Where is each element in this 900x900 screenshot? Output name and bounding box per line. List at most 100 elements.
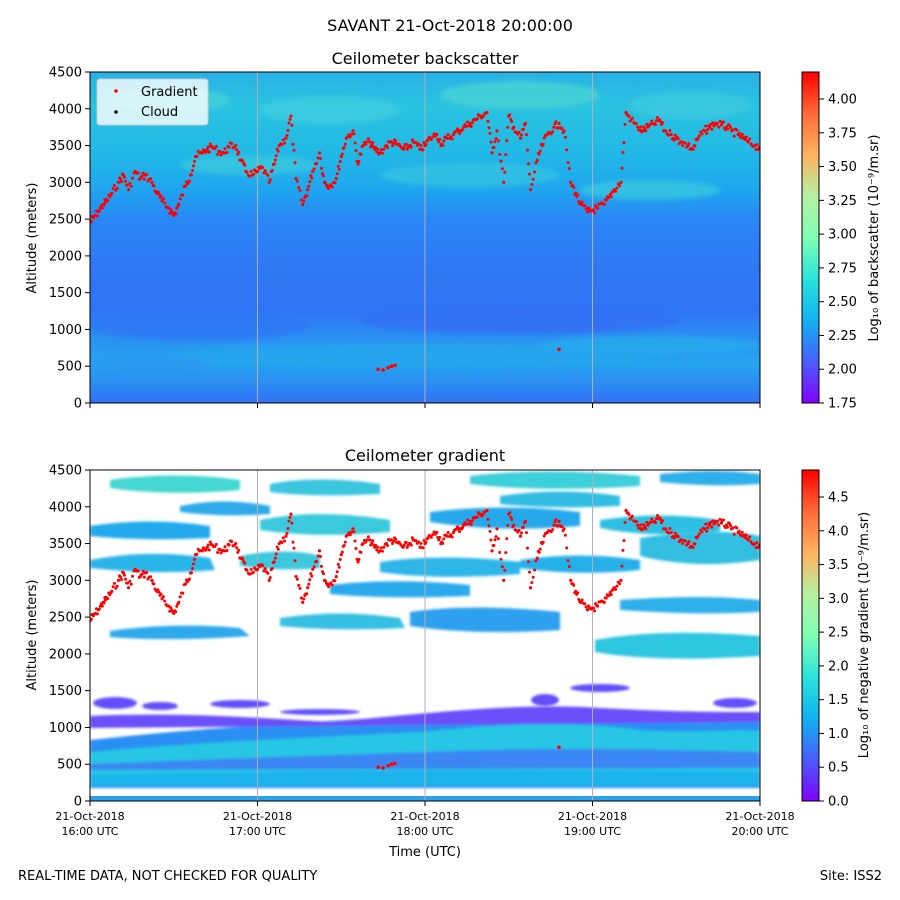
gradient-point bbox=[175, 604, 179, 608]
gradient-point bbox=[376, 545, 380, 549]
gradient-point bbox=[128, 579, 132, 583]
gradient-point bbox=[487, 126, 491, 130]
gradient-point bbox=[214, 144, 218, 148]
gradient-point bbox=[673, 133, 677, 137]
gradient-point bbox=[267, 578, 271, 582]
gradient-point bbox=[376, 147, 380, 151]
gradient-point bbox=[276, 149, 280, 153]
gradient-point bbox=[379, 148, 383, 152]
gradient-point bbox=[354, 148, 358, 152]
gradient-point bbox=[414, 539, 418, 543]
gradient-point bbox=[115, 584, 119, 588]
gradient-point bbox=[721, 518, 725, 522]
gradient-point bbox=[339, 552, 343, 557]
figure-suptitle: SAVANT 21-Oct-2018 20:00:00 bbox=[327, 16, 573, 35]
gradient-point bbox=[339, 154, 343, 159]
ytick-label: 3500 bbox=[49, 139, 82, 154]
gradient-point bbox=[334, 575, 338, 579]
gradient-point bbox=[735, 128, 739, 132]
gradient-point bbox=[397, 142, 401, 146]
gradient-point bbox=[389, 762, 394, 767]
gradient-colorbar-ticks: 0.0 0.5 1.0 1.5 2.0 2.5 3.0 3.5 4.0 4.5 bbox=[819, 491, 849, 810]
gradient-point bbox=[712, 522, 716, 526]
gradient-point bbox=[357, 160, 361, 164]
gradient-point bbox=[152, 184, 156, 188]
gradient-point bbox=[461, 125, 466, 129]
gradient-point bbox=[183, 582, 188, 586]
gradient-point bbox=[119, 578, 123, 582]
gradient-point bbox=[579, 600, 583, 605]
colorbar-tick-label: 3.75 bbox=[828, 126, 857, 141]
gradient-point bbox=[494, 535, 498, 539]
gradient-point bbox=[755, 541, 759, 545]
gradient-point bbox=[364, 540, 368, 544]
gradient-point bbox=[517, 130, 521, 134]
gradient-point bbox=[392, 539, 396, 543]
gradient-point bbox=[697, 532, 701, 536]
gradient-point bbox=[526, 148, 530, 152]
gradient-point bbox=[697, 134, 701, 138]
gradient-point bbox=[338, 557, 342, 561]
gradient-point bbox=[336, 164, 340, 168]
gradient-point bbox=[124, 179, 128, 183]
gradient-point bbox=[719, 123, 724, 127]
ytick-label: 2500 bbox=[49, 611, 82, 626]
gradient-point bbox=[283, 539, 287, 543]
gradient-point bbox=[338, 159, 342, 163]
gradient-point bbox=[523, 519, 528, 524]
gradient-point bbox=[235, 546, 239, 550]
gradient-point bbox=[737, 529, 741, 533]
gradient-point bbox=[673, 531, 677, 535]
gradient-point bbox=[312, 167, 316, 171]
gradient-point bbox=[106, 199, 110, 203]
gradient-point bbox=[464, 522, 468, 526]
gradient-point bbox=[708, 125, 712, 129]
backscatter-colorbar-ticks: 1.75 2.00 2.25 2.50 2.75 3.00 3.25 3.50 3.75 4.00 bbox=[819, 93, 857, 412]
gradient-point bbox=[216, 152, 220, 156]
gradient-point bbox=[272, 162, 276, 166]
gradient-point bbox=[309, 174, 313, 178]
gradient-point bbox=[169, 208, 173, 212]
gradient-point bbox=[97, 209, 101, 213]
gradient-point bbox=[161, 197, 165, 201]
gradient-point bbox=[359, 550, 363, 554]
gradient-point bbox=[159, 194, 163, 198]
gradient-point bbox=[157, 192, 161, 196]
gradient-point bbox=[641, 527, 645, 531]
gradient-point bbox=[142, 575, 146, 579]
gradient-point bbox=[330, 583, 334, 587]
gradient-title: Ceilometer gradient bbox=[345, 446, 505, 465]
gradient-point bbox=[595, 604, 600, 608]
gradient-point bbox=[118, 575, 122, 579]
gradient-point bbox=[145, 172, 149, 176]
gradient-point bbox=[157, 590, 161, 594]
gradient-point bbox=[504, 153, 508, 157]
ytick-label: 0 bbox=[74, 397, 82, 412]
gradient-point bbox=[704, 124, 708, 128]
backscatter-xticks bbox=[89, 403, 761, 408]
gradient-point bbox=[364, 142, 368, 146]
gradient-point bbox=[126, 188, 131, 192]
gradient-point bbox=[274, 154, 278, 158]
gradient-point bbox=[227, 543, 231, 547]
gradient-point bbox=[592, 606, 596, 610]
gradient-point bbox=[316, 554, 320, 558]
gradient-point bbox=[352, 530, 356, 534]
gradient-point bbox=[305, 194, 309, 198]
gradient-point bbox=[475, 117, 479, 121]
gradient-point bbox=[719, 521, 724, 525]
gradient-point bbox=[218, 547, 222, 551]
gradient-point bbox=[551, 528, 555, 532]
gradient-point bbox=[560, 126, 564, 130]
gradient-point bbox=[535, 158, 539, 162]
gradient-point bbox=[357, 558, 361, 562]
gradient-point bbox=[623, 122, 627, 126]
gradient-point bbox=[312, 565, 316, 569]
gradient-point bbox=[292, 148, 296, 152]
gradient-point bbox=[318, 156, 322, 160]
backscatter-yticks: 0 500 1000 1500 2000 2500 3000 3500 4000 4500 bbox=[49, 66, 90, 412]
colorbar-tick-label: 3.5 bbox=[828, 558, 849, 573]
gradient-point bbox=[679, 538, 683, 542]
gradient-point bbox=[458, 529, 462, 533]
gradient-point bbox=[102, 203, 106, 207]
